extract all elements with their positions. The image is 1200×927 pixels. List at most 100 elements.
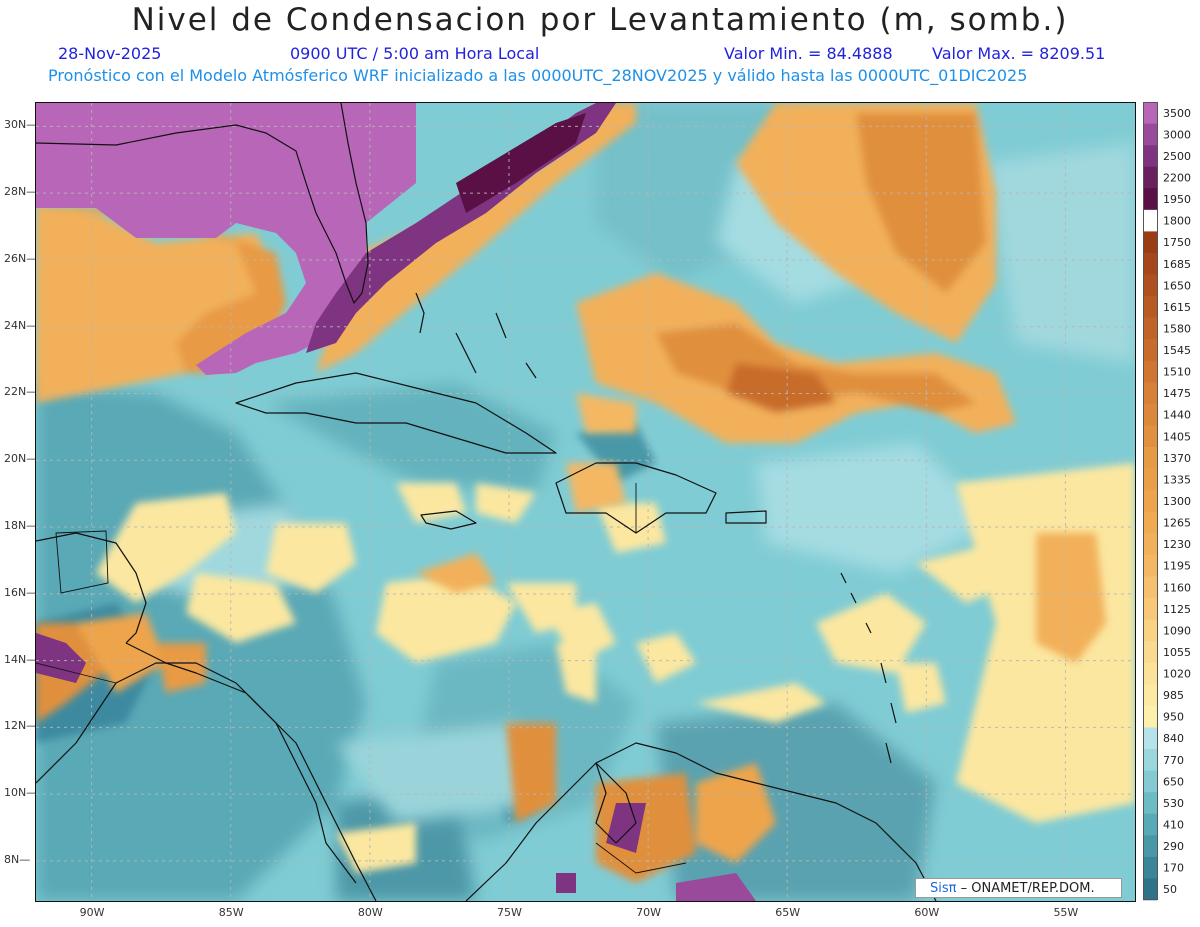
lat-label: 26N— — [4, 251, 38, 265]
lon-label: 65W — [775, 906, 801, 919]
colorbar-swatch — [1143, 425, 1157, 448]
colorbar-swatch — [1143, 403, 1157, 426]
colorbar-swatch — [1143, 317, 1157, 340]
colorbar-label: 50 — [1163, 883, 1177, 896]
lat-label: 28N— — [4, 185, 38, 199]
colorbar-label: 1615 — [1163, 301, 1191, 314]
colorbar-label: 1055 — [1163, 646, 1191, 659]
colorbar-swatch — [1143, 231, 1157, 254]
colorbar-label: 1580 — [1163, 322, 1191, 335]
colorbar-label: 3000 — [1163, 128, 1191, 141]
colorbar-swatch — [1143, 792, 1157, 815]
lon-label: 55W — [1053, 906, 1079, 919]
colorbar-label: 290 — [1163, 840, 1184, 853]
colorbar-swatch — [1143, 533, 1157, 556]
colorbar-swatch — [1143, 641, 1157, 664]
colorbar-swatch — [1143, 598, 1157, 620]
coastlines — [36, 103, 937, 901]
colorbar-label: 1685 — [1163, 258, 1191, 271]
colorbar-swatch — [1143, 447, 1157, 469]
map-title: Nivel de Condensacion por Levantamiento … — [131, 2, 1069, 38]
lon-label: 85W — [218, 906, 244, 919]
forecast-subtitle: Pronóstico con el Modelo Atmósferico WRF… — [48, 66, 1028, 85]
colorbar-swatch — [1143, 188, 1157, 211]
colorbar-label: 1650 — [1163, 279, 1191, 292]
lat-label: 22N— — [4, 385, 38, 399]
colorbar-label: 530 — [1163, 797, 1184, 810]
colorbar-label: 1545 — [1163, 344, 1191, 357]
lat-label: 24N— — [4, 318, 38, 332]
min-value: Valor Min. = 84.4888 — [724, 44, 893, 63]
graticule — [36, 103, 1135, 901]
colorbar-label: 1510 — [1163, 366, 1191, 379]
colorbar-label: 985 — [1163, 689, 1184, 702]
colorbar-swatch — [1143, 123, 1157, 146]
colorbar-swatch — [1143, 705, 1157, 728]
lat-label: 14N— — [4, 652, 38, 666]
colorbar-swatch — [1143, 856, 1157, 879]
colorbar-swatch — [1143, 770, 1157, 793]
colorbar-label: 1230 — [1163, 538, 1191, 551]
colorbar-swatch — [1143, 554, 1157, 577]
colorbar-swatch — [1143, 166, 1157, 189]
lon-label: 70W — [636, 906, 661, 919]
colorbar-swatch — [1143, 835, 1157, 858]
lat-label: 18N— — [4, 519, 38, 533]
colorbar-label: 1440 — [1163, 409, 1191, 422]
colorbar-swatch — [1143, 339, 1157, 362]
colorbar-label: 1090 — [1163, 624, 1191, 637]
colorbar-label: 170 — [1163, 862, 1184, 875]
colorbar-swatch — [1143, 684, 1157, 707]
colorbar-swatch — [1143, 145, 1157, 168]
colorbar-label: 1020 — [1163, 668, 1191, 681]
colorbar-swatch — [1143, 296, 1157, 318]
lon-label: 80W — [357, 906, 383, 919]
colorbar-swatch — [1143, 749, 1157, 771]
forecast-time: 0900 UTC / 5:00 am Hora Local — [290, 44, 540, 63]
colorbar-label: 2500 — [1163, 150, 1191, 163]
lat-label: 20N— — [4, 452, 38, 466]
max-value: Valor Max. = 8209.51 — [932, 44, 1106, 63]
colorbar-label: 410 — [1163, 819, 1184, 832]
colorbar-label: 950 — [1163, 711, 1184, 724]
colorbar-label: 3500 — [1163, 107, 1191, 120]
lon-label: 60W — [914, 906, 940, 919]
lon-label: 90W — [79, 906, 105, 919]
colorbar-label: 1265 — [1163, 517, 1191, 530]
colorbar-swatch — [1143, 274, 1157, 297]
colorbar-swatch — [1143, 727, 1157, 750]
colorbar-label: 1300 — [1163, 495, 1191, 508]
sispi-logo: Sisπ — [930, 881, 957, 896]
colorbar-swatch — [1143, 252, 1157, 275]
colorbar-swatch — [1143, 102, 1157, 124]
colorbar-swatch — [1143, 360, 1157, 383]
colorbar-swatch — [1143, 382, 1157, 405]
colorbar-swatch — [1143, 511, 1157, 534]
colorbar-label: 1370 — [1163, 452, 1191, 465]
colorbar-label: 1800 — [1163, 215, 1191, 228]
high-lcl-areas — [36, 103, 1106, 883]
colorbar-label: 840 — [1163, 732, 1184, 745]
colorbar-label: 1750 — [1163, 236, 1191, 249]
colorbar-swatch — [1143, 662, 1157, 685]
lat-label: 8N— — [4, 852, 31, 866]
colorbar-label: 1405 — [1163, 430, 1191, 443]
colorbar-label: 1195 — [1163, 560, 1191, 573]
colorbar-label: 1160 — [1163, 581, 1191, 594]
lat-label: 12N— — [4, 719, 38, 733]
colorbar-swatch — [1143, 490, 1157, 513]
colorbar-swatch — [1143, 619, 1157, 642]
colorbar-label: 650 — [1163, 775, 1184, 788]
lcl-map — [35, 102, 1136, 902]
colorbar-swatch — [1143, 878, 1157, 901]
colorbar: 3500 3000 2500 2200 1950 1800 1750 1685 1650 1615… — [1143, 102, 1200, 902]
political-borders — [36, 483, 687, 874]
credit-text: – ONAMET/REP.DOM. — [960, 881, 1095, 896]
colorbar-swatch — [1143, 468, 1157, 491]
colorbar-label: 770 — [1163, 754, 1184, 767]
lat-label: 10N— — [4, 786, 38, 800]
colorbar-label: 1125 — [1163, 603, 1191, 616]
credit-box: Sisπ – ONAMET/REP.DOM. — [915, 878, 1122, 898]
colorbar-frame — [1143, 102, 1158, 900]
colorbar-label: 1335 — [1163, 473, 1191, 486]
